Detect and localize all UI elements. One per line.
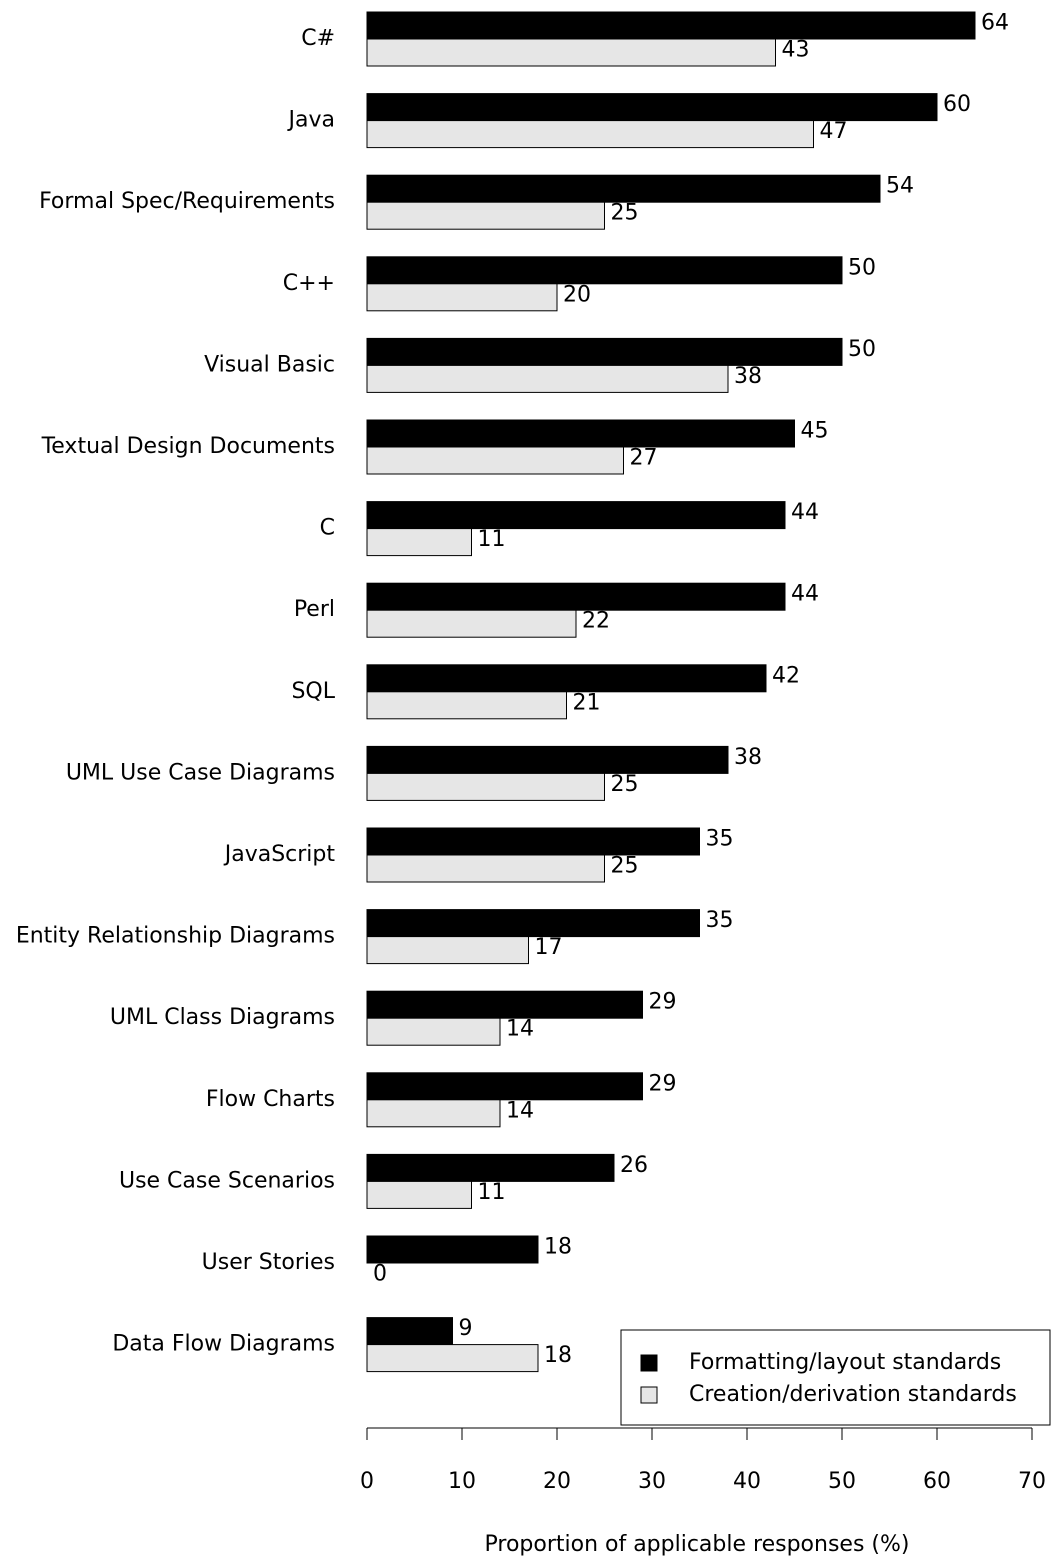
y-tick-label: Perl <box>294 597 335 622</box>
bar <box>366 11 976 40</box>
bar <box>366 1153 615 1182</box>
value-label: 44 <box>791 500 819 525</box>
bar <box>366 528 472 557</box>
x-tick-label: 30 <box>638 1469 666 1494</box>
value-label: 50 <box>848 337 876 362</box>
y-tick-label: C <box>320 516 335 541</box>
value-label: 14 <box>506 1098 534 1123</box>
value-label: 18 <box>544 1235 572 1260</box>
y-tick-label: Flow Charts <box>206 1087 335 1112</box>
x-tick-label: 70 <box>1018 1469 1046 1494</box>
x-tick-label: 40 <box>733 1469 761 1494</box>
bar <box>366 936 529 965</box>
value-label: 0 <box>373 1262 387 1287</box>
value-label: 20 <box>563 282 591 307</box>
bar <box>366 337 843 366</box>
y-tick-label: Use Case Scenarios <box>119 1168 335 1193</box>
x-axis-label: Proportion of applicable responses (%) <box>485 1532 910 1557</box>
value-label: 25 <box>611 772 639 797</box>
value-label: 45 <box>801 419 829 444</box>
bar <box>366 446 624 475</box>
value-label: 22 <box>582 609 610 634</box>
y-tick-label: C# <box>301 26 335 51</box>
value-label: 21 <box>573 690 601 715</box>
bar <box>366 419 795 448</box>
bar <box>366 201 605 230</box>
value-label: 44 <box>791 582 819 607</box>
value-label: 26 <box>620 1153 648 1178</box>
value-label: 25 <box>611 201 639 226</box>
bar <box>366 1072 643 1101</box>
value-label: 9 <box>459 1316 473 1341</box>
bar <box>366 582 786 611</box>
y-tick-label: Data Flow Diagrams <box>112 1332 335 1357</box>
bar <box>366 1099 501 1128</box>
x-tick-label: 50 <box>828 1469 856 1494</box>
y-tick-label: UML Class Diagrams <box>110 1005 335 1030</box>
value-label: 35 <box>706 908 734 933</box>
value-label: 43 <box>782 38 810 63</box>
bar <box>366 93 938 122</box>
bar <box>366 174 881 203</box>
value-label: 64 <box>981 11 1009 36</box>
bar <box>366 283 558 312</box>
bar <box>366 1180 472 1209</box>
value-label: 29 <box>649 990 677 1015</box>
value-label: 38 <box>734 364 762 389</box>
y-tick-label: Formal Spec/Requirements <box>39 189 335 214</box>
bar <box>366 364 729 393</box>
legend-label: Creation/derivation standards <box>689 1382 1017 1407</box>
value-label: 14 <box>506 1017 534 1042</box>
bar <box>366 909 700 938</box>
y-tick-label: Visual Basic <box>204 352 335 377</box>
y-tick-label: Entity Relationship Diagrams <box>16 924 335 949</box>
legend-label: Formatting/layout standards <box>689 1350 1001 1375</box>
bar <box>366 664 767 693</box>
value-label: 25 <box>611 854 639 879</box>
y-tick-label: UML Use Case Diagrams <box>66 760 335 785</box>
bar <box>366 1317 453 1346</box>
bar <box>366 120 814 149</box>
value-label: 11 <box>478 527 506 552</box>
y-tick-label: C++ <box>283 271 335 296</box>
bar <box>366 691 567 720</box>
bar <box>366 854 605 883</box>
y-tick-label: SQL <box>291 679 335 704</box>
x-tick-label: 60 <box>923 1469 951 1494</box>
value-label: 27 <box>630 446 658 471</box>
legend-box <box>620 1329 1051 1426</box>
bar <box>366 609 577 638</box>
value-label: 42 <box>772 663 800 688</box>
bar <box>366 501 786 530</box>
bar <box>366 745 729 774</box>
value-label: 60 <box>943 92 971 117</box>
value-label: 29 <box>649 1071 677 1096</box>
value-label: 38 <box>734 745 762 770</box>
legend-swatch <box>640 1386 658 1404</box>
value-label: 18 <box>544 1343 572 1368</box>
value-label: 11 <box>478 1180 506 1205</box>
value-label: 47 <box>820 119 848 144</box>
value-label: 54 <box>886 174 914 199</box>
bar <box>366 1017 501 1046</box>
legend-swatch <box>640 1354 658 1372</box>
y-tick-label: JavaScript <box>223 842 336 867</box>
value-label: 50 <box>848 255 876 280</box>
bar <box>366 827 700 856</box>
x-tick-label: 10 <box>448 1469 476 1494</box>
x-tick-label: 20 <box>543 1469 571 1494</box>
bar <box>366 38 776 67</box>
bar <box>366 772 605 801</box>
bar <box>366 256 843 285</box>
value-label: 35 <box>706 827 734 852</box>
y-tick-label: User Stories <box>202 1250 335 1275</box>
value-label: 17 <box>535 935 563 960</box>
bar <box>366 1235 539 1264</box>
y-tick-label: Java <box>287 108 335 133</box>
y-tick-label: Textual Design Documents <box>41 434 335 459</box>
bar <box>366 1344 539 1373</box>
x-tick-label: 0 <box>360 1469 374 1494</box>
bar <box>366 990 643 1019</box>
